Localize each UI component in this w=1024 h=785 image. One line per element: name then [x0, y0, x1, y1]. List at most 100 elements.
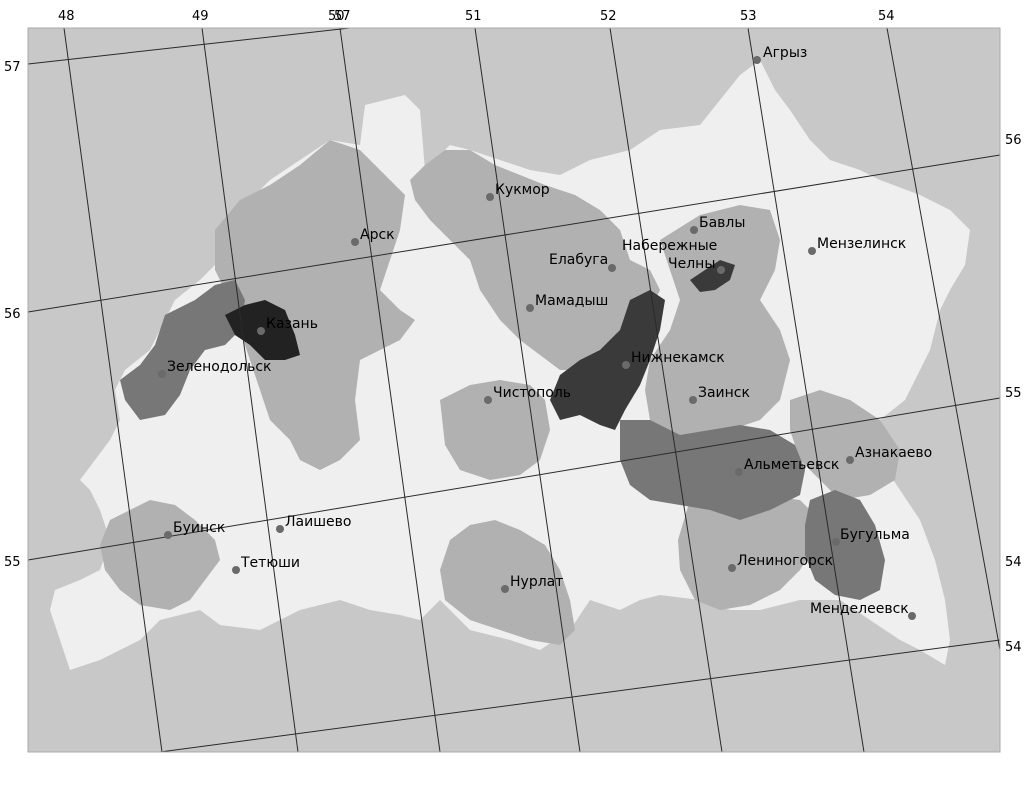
city-naberezhnye: Набережные — [622, 238, 717, 254]
city-label-kazan: Казань — [266, 316, 318, 332]
map-frame-border — [27, 27, 1001, 753]
city-label-nurlat: Нурлат — [510, 574, 563, 590]
city-marker — [484, 396, 492, 404]
city-chistopol: Чистополь — [484, 385, 571, 404]
region-zainsk — [645, 205, 790, 440]
city-label-agryz: Агрыз — [763, 45, 807, 61]
lat-label-right-55: 55 — [1005, 386, 1022, 401]
city-marker — [232, 566, 240, 574]
city-kukmor: Кукмор — [486, 182, 550, 201]
lat-label-right-54b: 54 — [1005, 640, 1022, 655]
city-buinsk: Буинск — [164, 520, 225, 539]
city-tetyushi: Тетюши — [232, 555, 300, 574]
city-marker — [608, 264, 616, 272]
city-marker — [808, 247, 816, 255]
city-label-buinsk: Буинск — [173, 520, 225, 536]
city-label-nizhnekamsk: Нижнекамск — [631, 350, 725, 366]
region-arsk — [215, 140, 415, 470]
city-label-naberezhnye: Набережные — [622, 238, 717, 254]
graticule-meridians — [63, 27, 1001, 753]
city-marker — [158, 370, 166, 378]
city-label-bugulma: Бугульма — [840, 527, 910, 543]
city-marker — [717, 266, 725, 274]
city-label-kukmor: Кукмор — [495, 182, 550, 198]
lat-label-right-56: 56 — [1005, 133, 1022, 148]
region-aznakaevo — [790, 390, 900, 500]
lon-label-48: 48 — [58, 9, 75, 24]
city-marker — [164, 531, 172, 539]
city-zainsk: Заинск — [689, 385, 750, 404]
city-marker — [690, 226, 698, 234]
city-label-aznakaevo: Азнакаево — [855, 445, 932, 461]
region-buinsk — [100, 500, 220, 610]
city-label-tetyushi: Тетюши — [240, 555, 300, 571]
region-bugulma — [805, 490, 885, 600]
graticule-parallels — [27, 27, 1001, 753]
city-almetyevsk: Альметьевск — [735, 457, 839, 476]
city-marker — [728, 564, 736, 572]
city-label-chelny: Челны — [668, 256, 715, 272]
city-elabuga: Елабуга — [549, 252, 616, 272]
region-leninogorsk — [678, 490, 820, 610]
city-nizhnekamsk: Нижнекамск — [622, 350, 725, 369]
city-marker — [846, 456, 854, 464]
city-kazan: Казань — [257, 316, 318, 335]
lon-label-57-overlap: 57 — [334, 9, 351, 24]
city-label-bavly: Бавлы — [699, 215, 745, 231]
lat-label-right-54a: 54 — [1005, 555, 1022, 570]
city-mamadysh: Мамадыш — [526, 293, 608, 312]
city-marker — [753, 56, 761, 64]
region-zelenodolsk — [120, 280, 245, 420]
city-marker — [735, 468, 743, 476]
city-marker — [276, 525, 284, 533]
city-label-mendeleevsk: Менделеевск — [810, 601, 909, 617]
city-marker — [832, 538, 840, 546]
city-marker — [908, 612, 916, 620]
city-nurlat: Нурлат — [501, 574, 563, 593]
city-chelny: Челны — [668, 256, 725, 274]
lon-label-52: 52 — [600, 9, 617, 24]
city-marker — [689, 396, 697, 404]
lon-label-51: 51 — [465, 9, 482, 24]
city-marker — [526, 304, 534, 312]
city-label-menzelinsk: Мензелинск — [817, 236, 906, 252]
region-kukmor — [410, 150, 660, 370]
city-mendeleevsk: Менделеевск — [810, 601, 916, 620]
city-label-arsk: Арск — [360, 227, 395, 243]
city-zelenodolsk: Зеленодольск — [158, 359, 271, 378]
lon-label-54: 54 — [878, 9, 895, 24]
city-label-zelenodolsk: Зеленодольск — [167, 359, 271, 375]
city-bugulma: Бугульма — [832, 527, 910, 546]
city-agryz: Агрыз — [753, 45, 807, 64]
lon-label-50: 50 — [328, 9, 345, 24]
city-label-almetyevsk: Альметьевск — [744, 457, 839, 473]
lat-label-left-57: 57 — [4, 60, 21, 75]
city-marker — [622, 361, 630, 369]
city-label-chistopol: Чистополь — [493, 385, 571, 401]
city-label-elabuga: Елабуга — [549, 252, 608, 268]
city-laishevo: Лаишево — [276, 514, 351, 533]
city-label-zainsk: Заинск — [698, 385, 750, 401]
city-label-leninogorsk: Лениногорск — [737, 553, 833, 569]
city-label-mamadysh: Мамадыш — [535, 293, 608, 309]
city-marker — [501, 585, 509, 593]
lon-label-53: 53 — [740, 9, 757, 24]
region-nizhnekamsk — [550, 290, 665, 430]
region-nurlat — [440, 520, 575, 645]
city-bavly: Бавлы — [690, 215, 745, 234]
city-leninogorsk: Лениногорск — [728, 553, 833, 572]
city-marker — [257, 327, 265, 335]
lat-label-left-56: 56 — [4, 307, 21, 322]
city-aznakaevo: Азнакаево — [846, 445, 932, 464]
lon-label-49: 49 — [192, 9, 209, 24]
city-arsk: Арск — [351, 227, 395, 246]
city-label-laishevo: Лаишево — [285, 514, 351, 530]
city-menzelinsk: Мензелинск — [808, 236, 906, 255]
city-marker — [486, 193, 494, 201]
region-chistopol — [440, 380, 550, 480]
city-marker — [351, 238, 359, 246]
region-almetyevsk — [620, 420, 805, 520]
lat-label-left-55: 55 — [4, 555, 21, 570]
